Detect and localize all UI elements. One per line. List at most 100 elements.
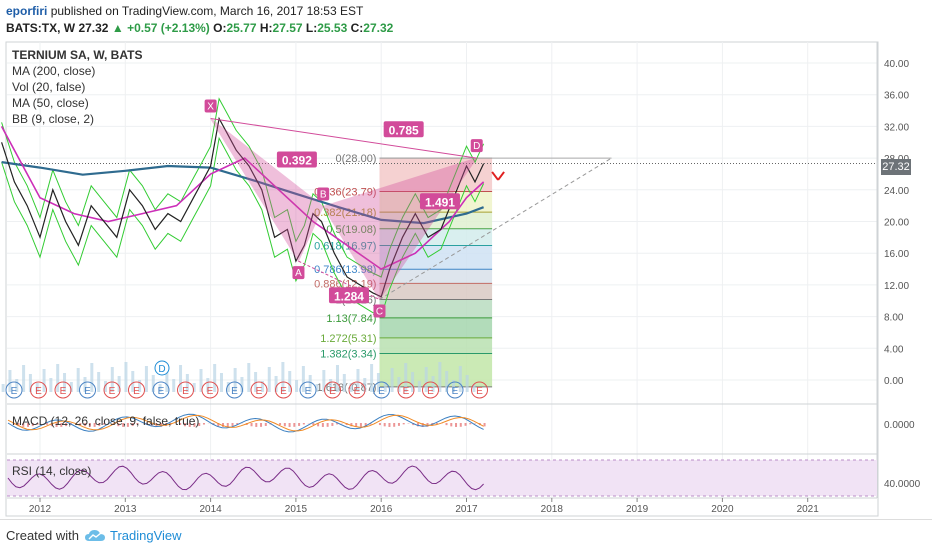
fib-level-label: 1.382(3.34)	[320, 349, 376, 361]
volume-bar	[97, 372, 100, 392]
legend-volume[interactable]: Vol (20, false)	[12, 79, 142, 95]
volume-bar	[2, 384, 5, 392]
legend-title: TERNIUM SA, W, BATS	[12, 47, 142, 63]
footer: Created with TradingView	[0, 519, 932, 551]
x-tick-label: 2019	[626, 504, 649, 515]
pattern-point-label: D	[473, 141, 480, 152]
macd-histogram-bar	[227, 423, 229, 427]
macd-histogram-bar	[403, 423, 405, 424]
x-tick-label: 2015	[285, 504, 308, 515]
macd-histogram-bar	[331, 423, 333, 426]
x-tick-label: 2017	[455, 504, 478, 515]
tradingview-brand-link[interactable]: TradingView	[110, 528, 182, 543]
fib-level-label: 1.618(-0.87)	[317, 382, 377, 394]
macd-legend[interactable]: MACD (12, 26, close, 9, false, true)	[12, 414, 199, 428]
fib-level-label: 1.13(7.84)	[326, 313, 376, 325]
dividend-marker-label: D	[158, 364, 165, 375]
macd-histogram-bar	[232, 423, 234, 426]
y-tick-label: 32.00	[884, 122, 909, 133]
quote-line: BATS:TX, W 27.32 ▲ +0.57 (+2.13%) O:25.7…	[6, 21, 393, 35]
earnings-marker-label: E	[231, 386, 238, 397]
price-axis[interactable]: 40.0036.0032.0028.0024.0020.0016.0012.00…	[884, 59, 921, 490]
publish-line: eporfiri published on TradingView.com, M…	[6, 4, 363, 18]
legend-bollinger[interactable]: BB (9, close, 2)	[12, 111, 142, 127]
y-tick-label: 24.00	[884, 186, 909, 197]
volume-bar	[336, 365, 339, 392]
volume-bar	[172, 379, 175, 392]
open-label: O:	[213, 21, 226, 35]
volume-bar	[213, 364, 216, 392]
close-value: 27.32	[363, 21, 393, 35]
earnings-marker-label: E	[256, 386, 263, 397]
earnings-marker-label: E	[182, 386, 189, 397]
macd-histogram-bar	[469, 423, 471, 424]
x-tick-label: 2020	[711, 504, 734, 515]
volume-bar	[49, 378, 52, 392]
rsi-y-tick-label: 40.0000	[884, 479, 921, 490]
rsi-band	[7, 460, 877, 496]
x-tick-label: 2018	[541, 504, 564, 515]
volume-bar	[438, 362, 441, 392]
fib-zone	[379, 299, 492, 317]
x-tick-label: 2021	[797, 504, 820, 515]
price-change: +0.57 (+2.13%)	[127, 21, 210, 35]
legend-ma50[interactable]: MA (50, close)	[12, 95, 142, 111]
earnings-marker-label: E	[84, 386, 91, 397]
macd-y-tick-label: 0.0000	[884, 420, 915, 431]
volume-bar	[220, 373, 223, 392]
indicator-legend: TERNIUM SA, W, BATS MA (200, close) Vol …	[12, 47, 142, 127]
volume-bar	[295, 380, 298, 392]
chart-header: eporfiri published on TradingView.com, M…	[0, 0, 932, 38]
low-value: 25.53	[317, 21, 347, 35]
last-price-tag: 27.32	[881, 159, 911, 175]
volume-bar	[466, 375, 469, 392]
low-label: L:	[306, 21, 317, 35]
legend-ma200[interactable]: MA (200, close)	[12, 63, 142, 79]
volume-bar	[124, 362, 127, 392]
earnings-marker-label: E	[207, 386, 214, 397]
macd-histogram-bar	[293, 423, 295, 427]
y-tick-label: 4.00	[884, 344, 904, 355]
volume-bar	[370, 364, 373, 392]
earnings-marker-label: E	[452, 386, 459, 397]
open-value: 25.77	[226, 21, 256, 35]
macd-histogram-bar	[484, 423, 486, 426]
earnings-marker-label: E	[133, 386, 140, 397]
volume-bar	[247, 363, 250, 392]
macd-histogram-bar	[450, 423, 452, 426]
earnings-marker-label: E	[60, 386, 67, 397]
fib-zone	[379, 318, 492, 338]
pattern-point-label: B	[320, 189, 327, 200]
rsi-legend[interactable]: RSI (14, close)	[12, 464, 91, 478]
earnings-marker-label: E	[354, 386, 361, 397]
pattern-point-label: A	[295, 268, 302, 279]
earnings-marker-label: E	[476, 386, 483, 397]
author-link[interactable]: eporfiri	[6, 4, 47, 18]
earnings-marker-label: E	[403, 386, 410, 397]
macd-histogram-bar	[284, 423, 286, 426]
high-value: 27.57	[273, 21, 303, 35]
volume-bar	[288, 371, 291, 392]
macd-histogram-bar	[360, 423, 362, 427]
close-label: C:	[351, 21, 364, 35]
volume-bar	[391, 368, 394, 392]
x-tick-label: 2013	[114, 504, 137, 515]
y-tick-label: 12.00	[884, 281, 909, 292]
macd-histogram-bar	[460, 423, 462, 427]
macd-histogram-bar	[303, 423, 305, 424]
fib-zone	[379, 283, 492, 299]
macd-histogram-bar	[384, 423, 386, 426]
macd-histogram-bar	[379, 423, 381, 425]
pattern-ratio-label: 0.785	[389, 123, 419, 137]
y-tick-label: 16.00	[884, 249, 909, 260]
volume-bar	[43, 369, 46, 392]
earnings-marker-label: E	[378, 386, 385, 397]
macd-histogram-bar	[322, 423, 324, 427]
x-tick-label: 2014	[199, 504, 222, 515]
y-tick-label: 8.00	[884, 313, 904, 324]
macd-histogram-bar	[398, 423, 400, 426]
macd-histogram-bar	[455, 423, 457, 427]
symbol-label: BATS:TX, W	[6, 21, 75, 35]
pattern-point-label: C	[376, 306, 383, 317]
earnings-marker-label: E	[280, 386, 287, 397]
